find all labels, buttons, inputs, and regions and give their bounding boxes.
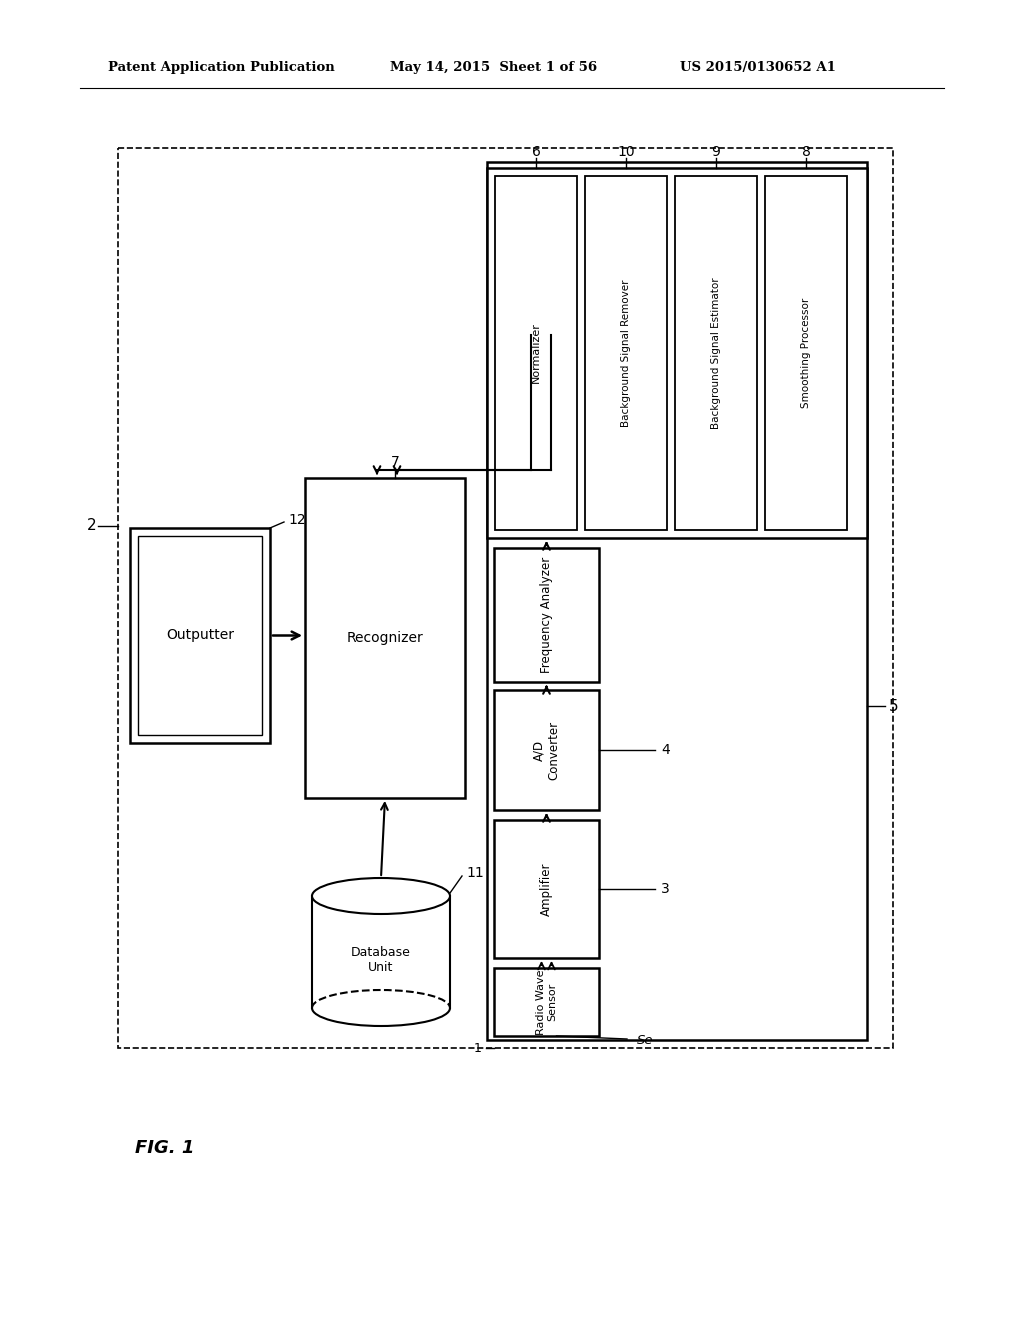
Bar [765,176,847,531]
Text: Outputter: Outputter [166,628,234,643]
Text: Se: Se [637,1035,653,1048]
Text: 11: 11 [466,866,483,880]
Text: Recognizer: Recognizer [347,631,423,645]
Bar [494,820,599,958]
Bar [494,690,599,810]
Bar [305,478,465,799]
Text: 1: 1 [474,1041,482,1055]
Bar [487,168,867,539]
Text: Normalizer: Normalizer [531,322,541,383]
Bar [118,148,893,1048]
Text: Radio Wave
Sensor: Radio Wave Sensor [536,969,557,1035]
Text: Background Signal Remover: Background Signal Remover [621,280,631,426]
Text: FIG. 1: FIG. 1 [135,1139,195,1158]
Text: 2: 2 [86,519,96,533]
Text: A/D
Converter: A/D Converter [532,721,560,780]
Text: 6: 6 [531,145,541,158]
Text: Smoothing Processor: Smoothing Processor [801,298,811,408]
Text: Background Signal Estimator: Background Signal Estimator [711,277,721,429]
Bar [138,536,262,735]
Text: Patent Application Publication: Patent Application Publication [108,62,335,74]
Bar [130,528,270,743]
Bar [585,176,667,531]
Bar [495,176,577,531]
Text: 12: 12 [288,513,305,527]
Text: 9: 9 [712,145,721,158]
Text: Database
Unit: Database Unit [351,946,411,974]
Ellipse shape [312,878,450,913]
Text: 3: 3 [662,882,670,896]
Text: Frequency Analyzer: Frequency Analyzer [540,557,553,673]
Text: 8: 8 [802,145,810,158]
Text: US 2015/0130652 A1: US 2015/0130652 A1 [680,62,836,74]
Bar [675,176,757,531]
Bar [487,162,867,1040]
Text: Amplifier: Amplifier [540,862,553,916]
Text: 4: 4 [662,743,670,756]
Text: May 14, 2015  Sheet 1 of 56: May 14, 2015 Sheet 1 of 56 [390,62,597,74]
Text: 7: 7 [390,455,399,469]
Text: 5: 5 [889,698,899,714]
Bar [494,968,599,1036]
Text: 10: 10 [617,145,635,158]
Bar [494,548,599,682]
